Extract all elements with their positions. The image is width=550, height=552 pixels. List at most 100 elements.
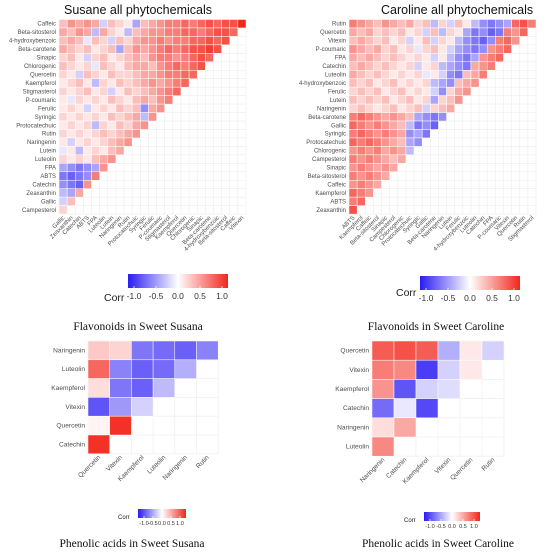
heatmap-cell [430, 61, 439, 71]
row-label: Rutin [42, 132, 56, 138]
heatmap-cell [438, 61, 447, 71]
heatmap-cell [405, 36, 415, 46]
heatmap-cell [196, 19, 206, 29]
heatmap-cell [459, 340, 483, 361]
heatmap-cell [405, 53, 415, 63]
heatmap-cell [91, 103, 100, 113]
heatmap-cell [348, 171, 358, 181]
column-label: Vitexin [434, 456, 453, 475]
heatmap-cell [99, 19, 109, 29]
heatmap-cell [188, 61, 198, 71]
row-label: Zeaxanthin [316, 208, 346, 214]
heatmap-cell [413, 53, 423, 63]
heatmap-cell [99, 112, 109, 122]
row-label: Kaempferol [51, 385, 85, 392]
heatmap-cell [148, 19, 157, 29]
heatmap-cell [115, 44, 125, 54]
heatmap-cell [140, 36, 149, 46]
heatmap-cell [446, 95, 455, 105]
heatmap-cell [405, 120, 415, 130]
heatmap-cell [148, 103, 157, 113]
heatmap-cell [413, 19, 423, 29]
heatmap-cell [365, 95, 374, 105]
heatmap-cell [205, 36, 214, 46]
heatmap-cell [381, 146, 390, 156]
heatmap-cell [511, 19, 520, 29]
heatmap-cell [156, 19, 165, 29]
heatmap-cell [75, 120, 84, 130]
heatmap-cell [413, 103, 423, 113]
heatmap-cell [172, 53, 182, 63]
row-label: Lutein [330, 98, 346, 104]
legend-tick-label: 0.5 [167, 521, 175, 527]
heatmap-cell [58, 120, 68, 130]
heatmap-cell [83, 171, 92, 181]
heatmap-cell [91, 44, 100, 54]
heatmap-cell [478, 70, 488, 79]
heatmap-cell [446, 36, 455, 46]
heatmap-cell [91, 86, 100, 96]
heatmap-cell [365, 53, 374, 63]
heatmap-cell [421, 103, 431, 113]
legend-tick-label: 1.0 [216, 291, 228, 301]
heatmap-cell [389, 154, 399, 164]
heatmap-cell [365, 179, 374, 189]
heatmap-cell [373, 154, 382, 164]
heatmap-cell [164, 95, 174, 105]
row-label: Zeaxanthin [26, 191, 56, 197]
heatmap-cell [107, 27, 117, 37]
heatmap-cell [421, 44, 431, 54]
heatmap-cell [397, 120, 407, 130]
heatmap-cell [454, 19, 464, 29]
heatmap-cell [486, 36, 496, 46]
heatmap-cell [107, 146, 117, 156]
heatmap-cell [373, 120, 382, 130]
heatmap-cell [58, 205, 68, 215]
heatmap-cell [365, 70, 374, 79]
heatmap-cell [389, 86, 399, 96]
heatmap-cell [486, 61, 496, 71]
heatmap-cell [75, 61, 84, 71]
heatmap-cell [156, 103, 165, 113]
heatmap-cell [123, 129, 133, 139]
heatmap-cell [421, 86, 431, 96]
heatmap-cell [107, 36, 117, 46]
row-label: Naringenin [53, 347, 85, 354]
heatmap-cell [148, 95, 157, 105]
heatmap-cell [172, 61, 182, 71]
heatmap-cell [405, 103, 415, 113]
heatmap-cell [221, 36, 230, 46]
heatmap-cell [148, 86, 157, 96]
heatmap-cell [140, 95, 149, 105]
heatmap-cell [205, 53, 214, 63]
heatmap-cell [75, 78, 84, 88]
heatmap-cell [99, 137, 109, 147]
heatmap-cell [164, 61, 174, 71]
heatmap-cell [115, 112, 125, 122]
heatmap-cell [156, 70, 165, 79]
heatmap-cell [430, 19, 439, 29]
heatmap-cell [91, 27, 100, 37]
heatmap-cell [83, 163, 92, 173]
heatmap-cell [446, 27, 455, 37]
heatmap-cell [381, 44, 390, 54]
heatmap-cell [140, 27, 149, 37]
heatmap-cell [172, 86, 182, 96]
heatmap-cell [99, 120, 109, 130]
heatmap-cell [365, 78, 374, 88]
heatmap-cell [389, 137, 399, 147]
heatmap-cell [413, 137, 423, 147]
heatmap-cell [213, 19, 222, 29]
heatmap-cell [389, 61, 399, 71]
heatmap-cell [413, 120, 423, 130]
heatmap-cell [75, 154, 84, 164]
heatmap-cell [389, 95, 399, 105]
heatmap-cell [438, 44, 447, 54]
heatmap-cell [196, 36, 206, 46]
row-label: Gallic [41, 199, 56, 205]
heatmap-cell [381, 27, 390, 37]
legend-tick-label: 0.0 [464, 293, 476, 303]
row-label: Gallic [331, 123, 346, 129]
heatmap-cell [495, 44, 504, 54]
heatmap-cell [58, 78, 68, 88]
